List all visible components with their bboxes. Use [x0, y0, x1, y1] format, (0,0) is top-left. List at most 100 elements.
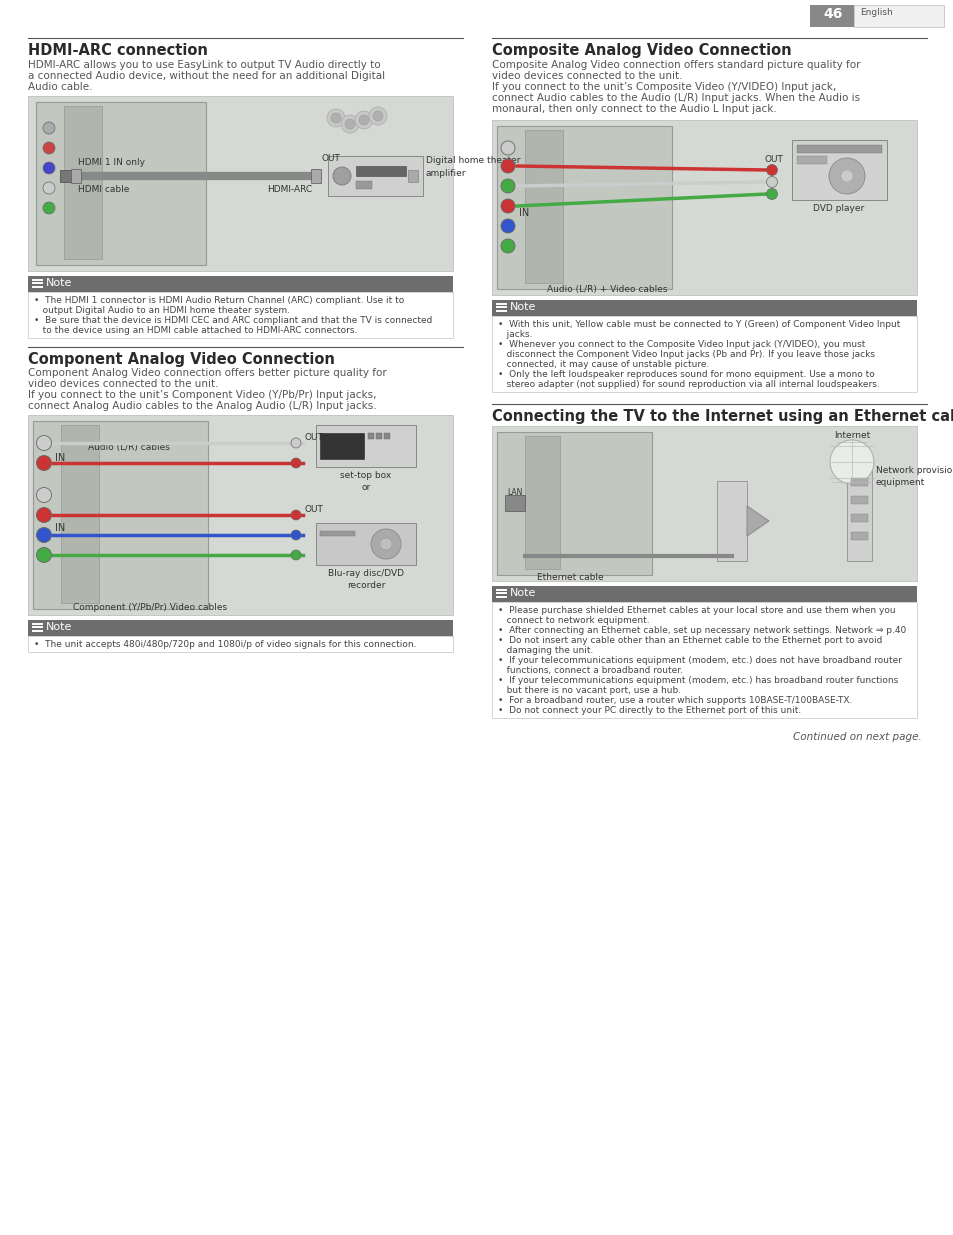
Bar [315, 425, 416, 467]
Bar [64, 106, 102, 259]
Bar [328, 156, 422, 196]
Text: disconnect the Component Video Input jacks (Pb and Pr). If you leave those jacks: disconnect the Component Video Input jac… [497, 350, 874, 359]
Text: jacks.: jacks. [497, 330, 532, 338]
Text: Note: Note [46, 622, 72, 632]
Text: LAN: LAN [507, 488, 522, 496]
Bar [408, 170, 417, 182]
Text: stereo adapter (not supplied) for sound reproduction via all internal loudspeake: stereo adapter (not supplied) for sound … [497, 380, 879, 389]
Text: Cx204: Cx204 [331, 443, 353, 450]
Text: connect Analog Audio cables to the Analog Audio (L/R) Input jacks.: connect Analog Audio cables to the Analo… [28, 401, 376, 411]
Circle shape [36, 527, 51, 542]
Circle shape [369, 107, 387, 125]
Circle shape [291, 510, 301, 520]
Bar [796, 144, 882, 153]
Bar [492, 316, 916, 391]
Bar [850, 532, 867, 540]
Bar [504, 495, 524, 511]
Text: Note: Note [510, 303, 536, 312]
Bar [28, 620, 453, 636]
Bar [492, 585, 916, 601]
Circle shape [500, 141, 515, 156]
Circle shape [841, 170, 852, 182]
Bar [791, 140, 886, 200]
Bar [355, 182, 372, 189]
Circle shape [358, 115, 369, 125]
Bar [796, 156, 826, 164]
Text: video devices connected to the unit.: video devices connected to the unit. [28, 379, 218, 389]
Bar [492, 300, 916, 316]
Text: Note: Note [510, 588, 536, 598]
Circle shape [36, 547, 51, 562]
Text: •  After connecting an Ethernet cable, set up necessary network settings. Networ: • After connecting an Ethernet cable, se… [497, 626, 905, 635]
Circle shape [500, 159, 515, 173]
Bar [28, 291, 453, 338]
Text: connect to network equipment.: connect to network equipment. [497, 616, 649, 625]
Circle shape [331, 112, 340, 124]
Bar [71, 169, 81, 183]
Text: If you connect to the unit’s Composite Video (Y/VIDEO) Input jack,: If you connect to the unit’s Composite V… [492, 82, 836, 91]
Text: •  If your telecommunications equipment (modem, etc.) has broadband router funct: • If your telecommunications equipment (… [497, 676, 898, 685]
Text: Internet: Internet [833, 431, 869, 440]
Circle shape [43, 182, 55, 194]
Text: HDMI cable: HDMI cable [78, 185, 130, 194]
Text: Note: Note [46, 278, 72, 288]
Bar [717, 480, 746, 561]
Text: HDMI-ARC: HDMI-ARC [267, 185, 313, 194]
Text: Composite Analog Video connection offers standard picture quality for: Composite Analog Video connection offers… [492, 61, 860, 70]
Circle shape [765, 177, 777, 188]
Bar [492, 601, 916, 718]
Circle shape [340, 115, 358, 133]
Circle shape [500, 179, 515, 193]
Bar [355, 165, 406, 177]
Circle shape [829, 440, 873, 484]
Circle shape [43, 203, 55, 214]
Circle shape [373, 111, 382, 121]
Bar [524, 130, 562, 283]
Circle shape [333, 167, 351, 185]
Text: IN: IN [55, 522, 65, 534]
Circle shape [43, 122, 55, 135]
Bar [809, 5, 853, 27]
Text: Component (Y/Pb/Pr) Video cables: Component (Y/Pb/Pr) Video cables [73, 603, 227, 613]
Text: but there is no vacant port, use a hub.: but there is no vacant port, use a hub. [497, 685, 680, 695]
Text: DVD player: DVD player [813, 204, 863, 212]
Circle shape [291, 550, 301, 559]
Bar [492, 120, 916, 295]
Text: If you connect to the unit’s Component Video (Y/Pb/Pr) Input jacks,: If you connect to the unit’s Component V… [28, 390, 376, 400]
Text: monaural, then only connect to the Audio L Input jack.: monaural, then only connect to the Audio… [492, 104, 776, 114]
Text: •  Only the left loudspeaker reproduces sound for mono equipment. Use a mono to: • Only the left loudspeaker reproduces s… [497, 370, 874, 379]
Text: •  Whenever you connect to the Composite Video Input jack (Y/VIDEO), you must: • Whenever you connect to the Composite … [497, 340, 864, 350]
Circle shape [43, 162, 55, 174]
Text: •  The HDMI 1 connector is HDMI Audio Return Channel (ARC) compliant. Use it to: • The HDMI 1 connector is HDMI Audio Ret… [34, 296, 404, 305]
Bar [384, 433, 390, 438]
Text: Audio (L/R) cables: Audio (L/R) cables [88, 443, 170, 452]
Text: •  Be sure that the device is HDMI CEC and ARC compliant and that the TV is conn: • Be sure that the device is HDMI CEC an… [34, 316, 432, 325]
Circle shape [36, 488, 51, 503]
Bar [497, 126, 671, 289]
Circle shape [765, 189, 777, 200]
Circle shape [291, 438, 301, 448]
Text: HDMI-ARC allows you to use EasyLink to output TV Audio directly to: HDMI-ARC allows you to use EasyLink to o… [28, 61, 380, 70]
Bar [315, 522, 416, 564]
Text: Digital home theater
amplifier: Digital home theater amplifier [426, 156, 520, 178]
Text: •  Please purchase shielded Ethernet cables at your local store and use them whe: • Please purchase shielded Ethernet cabl… [497, 606, 895, 615]
Text: Component Analog Video Connection: Component Analog Video Connection [28, 352, 335, 367]
Text: video devices connected to the unit.: video devices connected to the unit. [492, 70, 681, 82]
Text: •  For a broadband router, use a router which supports 10BASE-T/100BASE-TX.: • For a broadband router, use a router w… [497, 697, 851, 705]
Text: •  Do not insert any cable other than an Ethernet cable to the Ethernet port to : • Do not insert any cable other than an … [497, 636, 882, 645]
Text: 46: 46 [822, 7, 841, 21]
Text: a connected Audio device, without the need for an additional Digital: a connected Audio device, without the ne… [28, 70, 385, 82]
Text: Ethernet cable: Ethernet cable [537, 573, 603, 582]
Bar [368, 433, 374, 438]
Bar [61, 425, 99, 603]
Polygon shape [746, 506, 768, 536]
Text: English: English [859, 7, 892, 17]
Circle shape [500, 199, 515, 212]
Circle shape [765, 164, 777, 175]
Text: to the device using an HDMI cable attached to HDMI-ARC connectors.: to the device using an HDMI cable attach… [34, 326, 357, 335]
Text: •  Do not connect your PC directly to the Ethernet port of this unit.: • Do not connect your PC directly to the… [497, 706, 801, 715]
Bar [319, 433, 364, 459]
Bar [60, 170, 74, 182]
Text: Blu-ray disc/DVD
recorder: Blu-ray disc/DVD recorder [328, 569, 403, 590]
Circle shape [500, 219, 515, 233]
